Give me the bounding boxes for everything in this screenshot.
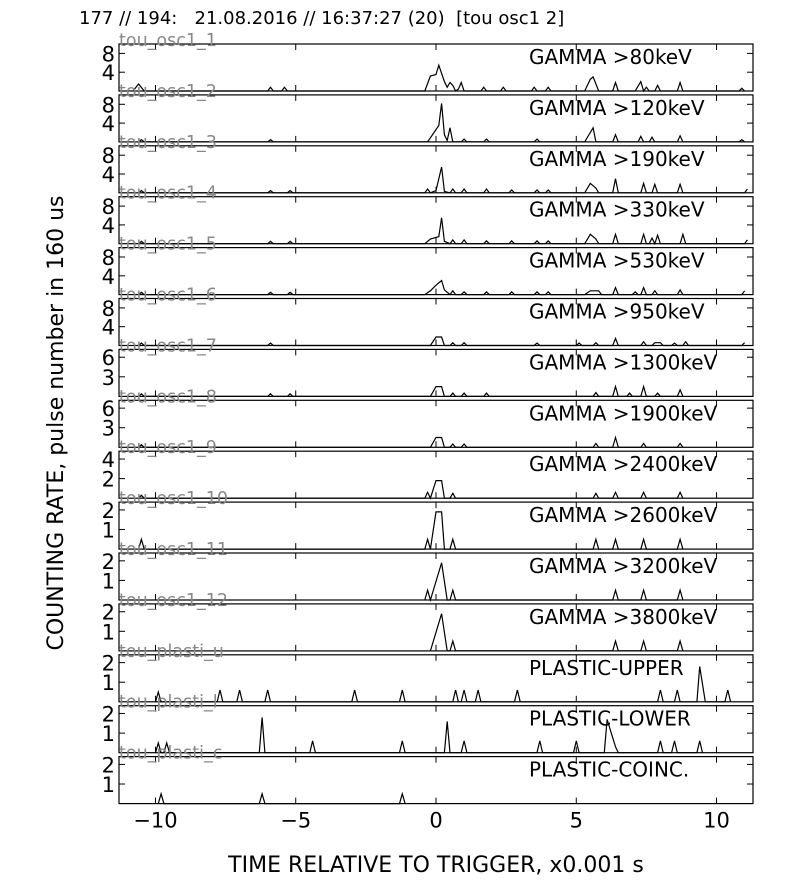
panel-channel-id: tou_osc1_1 bbox=[119, 31, 217, 51]
series-line bbox=[138, 336, 746, 347]
panel-title: PLASTIC-UPPER bbox=[529, 656, 684, 680]
y-tick-label: 4 bbox=[102, 61, 115, 85]
y-tick-label: 6 bbox=[102, 346, 115, 370]
y-tick-label: 2 bbox=[102, 753, 115, 777]
panel-title: GAMMA >1900keV bbox=[529, 401, 718, 425]
x-tick-label: −5 bbox=[280, 809, 311, 833]
y-tick-label: 4 bbox=[102, 265, 115, 289]
series-line bbox=[138, 217, 748, 246]
series-line bbox=[138, 166, 748, 194]
series-line bbox=[138, 103, 745, 143]
panel-title: GAMMA >950keV bbox=[529, 300, 705, 324]
x-tick-label: 10 bbox=[703, 809, 730, 833]
y-tick-label: 1 bbox=[102, 569, 115, 593]
panel-channel-id: tou_plasti_c bbox=[119, 744, 222, 764]
panel-channel-id: tou_osc1_6 bbox=[119, 286, 217, 306]
y-tick-label: 8 bbox=[102, 297, 115, 321]
panel-title: PLASTIC-LOWER bbox=[529, 707, 691, 731]
series-line bbox=[138, 384, 684, 397]
series-line bbox=[157, 791, 406, 805]
panel-channel-id: tou_plasti_u bbox=[119, 642, 224, 662]
y-tick-label: 1 bbox=[102, 722, 115, 746]
panel-title: GAMMA >3800keV bbox=[529, 605, 718, 629]
panel-title: GAMMA >120keV bbox=[529, 96, 705, 120]
series-line bbox=[138, 511, 684, 550]
x-tick-label: 0 bbox=[429, 809, 442, 833]
panel-channel-id: tou_osc1_8 bbox=[119, 387, 217, 407]
x-tick-label: −10 bbox=[133, 809, 177, 833]
panel-channel-id: tou_osc1_7 bbox=[119, 336, 217, 356]
y-tick-label: 3 bbox=[102, 417, 115, 441]
y-tick-label: 8 bbox=[102, 195, 115, 219]
y-tick-label: 4 bbox=[102, 316, 115, 340]
series-line bbox=[429, 613, 684, 652]
series-line bbox=[154, 666, 732, 703]
chart-header: 177 // 194: 21.08.2016 // 16:37:27 (20) … bbox=[79, 8, 565, 29]
y-tick-label: 4 bbox=[102, 448, 115, 472]
y-axis-label: COUNTING RATE, pulse number in 160 us bbox=[44, 195, 69, 650]
y-tick-label: 4 bbox=[102, 214, 115, 238]
series-line bbox=[132, 63, 746, 93]
panel-channel-id: tou_osc1_3 bbox=[119, 133, 217, 153]
panel-title: GAMMA >80keV bbox=[529, 45, 692, 69]
panel-channel-id: tou_osc1_10 bbox=[119, 489, 228, 509]
panel-title: GAMMA >2600keV bbox=[529, 503, 718, 527]
panel-title: PLASTIC-COINC. bbox=[529, 758, 689, 782]
panel-title: GAMMA >2400keV bbox=[529, 452, 718, 476]
y-tick-label: 1 bbox=[102, 519, 115, 543]
series-line bbox=[154, 717, 704, 754]
y-tick-label: 2 bbox=[102, 499, 115, 523]
panel-title: GAMMA >3200keV bbox=[529, 554, 718, 578]
panel-channel-id: tou_plasti_l bbox=[119, 693, 218, 713]
panel-channel-id: tou_osc1_9 bbox=[119, 438, 217, 458]
y-tick-label: 1 bbox=[102, 620, 115, 644]
y-tick-label: 2 bbox=[102, 468, 115, 492]
series-line bbox=[138, 279, 746, 296]
series-line bbox=[138, 435, 684, 448]
panel-channel-id: tou_osc1_4 bbox=[119, 184, 217, 204]
y-tick-label: 2 bbox=[102, 601, 115, 625]
panel-channel-id: tou_osc1_2 bbox=[119, 82, 217, 102]
panel-title: GAMMA >330keV bbox=[529, 198, 705, 222]
y-tick-label: 3 bbox=[102, 366, 115, 390]
y-tick-label: 8 bbox=[102, 93, 115, 117]
y-tick-label: 8 bbox=[102, 144, 115, 168]
panel-channel-id: tou_osc1_12 bbox=[119, 591, 228, 611]
y-tick-label: 2 bbox=[102, 703, 115, 727]
y-tick-label: 8 bbox=[102, 42, 115, 66]
series-line bbox=[424, 562, 684, 603]
y-tick-label: 1 bbox=[102, 773, 115, 797]
panel-channel-id: tou_osc1_5 bbox=[119, 235, 217, 255]
panel-title: GAMMA >190keV bbox=[529, 147, 705, 171]
y-tick-label: 2 bbox=[102, 550, 115, 574]
y-tick-label: 4 bbox=[102, 112, 115, 136]
panel-title: GAMMA >530keV bbox=[529, 249, 705, 273]
panel-channel-id: tou_osc1_11 bbox=[119, 540, 228, 560]
y-tick-label: 1 bbox=[102, 671, 115, 695]
y-tick-label: 4 bbox=[102, 163, 115, 187]
panel-title: GAMMA >1300keV bbox=[529, 350, 718, 374]
x-tick-label: 5 bbox=[570, 809, 583, 833]
x-axis-label: TIME RELATIVE TO TRIGGER, x0.001 s bbox=[227, 853, 644, 878]
series-line bbox=[138, 480, 684, 500]
y-tick-label: 8 bbox=[102, 246, 115, 270]
y-tick-label: 2 bbox=[102, 652, 115, 676]
y-tick-label: 6 bbox=[102, 397, 115, 421]
